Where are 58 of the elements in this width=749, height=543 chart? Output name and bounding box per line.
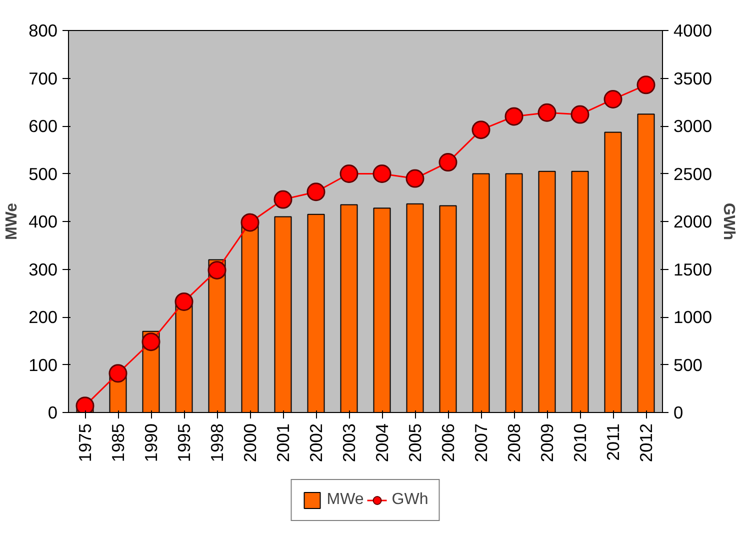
point [372,164,392,183]
point [306,182,326,202]
x-tick-label: 2005 [405,423,425,462]
y-tick-label: 800 [28,20,58,40]
x-tick-label: 1995 [174,423,194,462]
point [340,164,358,183]
y-tick-label: 400 [28,212,58,232]
x-tick-label: 1985 [108,423,128,462]
point [142,332,160,352]
y2-tick-label: 0 [674,402,684,422]
point [636,76,656,94]
point [174,292,194,311]
y2-tick-label: 1000 [674,307,712,327]
point [274,190,292,209]
point [604,90,622,108]
x-tick-label: 2012 [636,423,656,462]
y2-tick-label: 3500 [674,68,712,88]
point [570,105,590,124]
x-tick-label: 2009 [537,423,557,462]
y-tick-label: 600 [28,116,58,136]
y2-tick-label: 1500 [674,259,712,280]
x-tick-label: 1990 [141,423,161,462]
y-tick-label: 0 [48,402,58,422]
y2-axis-title: GWh [720,202,738,240]
x-tick-label: 2007 [471,423,491,462]
x-tick-label: 2000 [240,423,260,462]
legend-label: GWh [392,491,428,509]
y2-tick-label: 2500 [674,164,712,184]
point [438,153,458,172]
x-tick-label: 2003 [339,423,359,462]
legend-label: MWe [326,491,364,509]
point [538,103,556,122]
y2-tick-label: 2000 [674,212,712,232]
y-tick-label: 300 [28,259,58,280]
x-tick-label: 1998 [207,423,227,462]
point [504,107,524,126]
point [406,169,424,188]
x-tick-label: 2006 [438,423,458,462]
y2-tick-label: 3000 [674,116,712,136]
point [108,364,128,383]
x-tick-label: 2001 [273,423,293,462]
x-tick-label: 2002 [306,423,326,462]
point [76,396,94,412]
y2-tick-label: 4000 [674,20,712,40]
point [208,260,226,280]
x-tick-label: 2008 [504,423,524,462]
y-tick-label: 700 [28,68,58,88]
point [240,213,260,232]
y-tick-label: 500 [28,164,58,184]
y2-tick-label: 500 [674,354,702,375]
y-axis-title: MWe [4,202,21,240]
x-tick-label: 2011 [603,423,623,461]
x-tick-label: 1975 [75,423,95,462]
y-tick-label: 200 [28,307,58,327]
x-tick-label: 2004 [372,423,392,462]
point [472,120,490,140]
y-tick-label: 100 [28,354,58,375]
x-tick-label: 2010 [570,423,590,462]
